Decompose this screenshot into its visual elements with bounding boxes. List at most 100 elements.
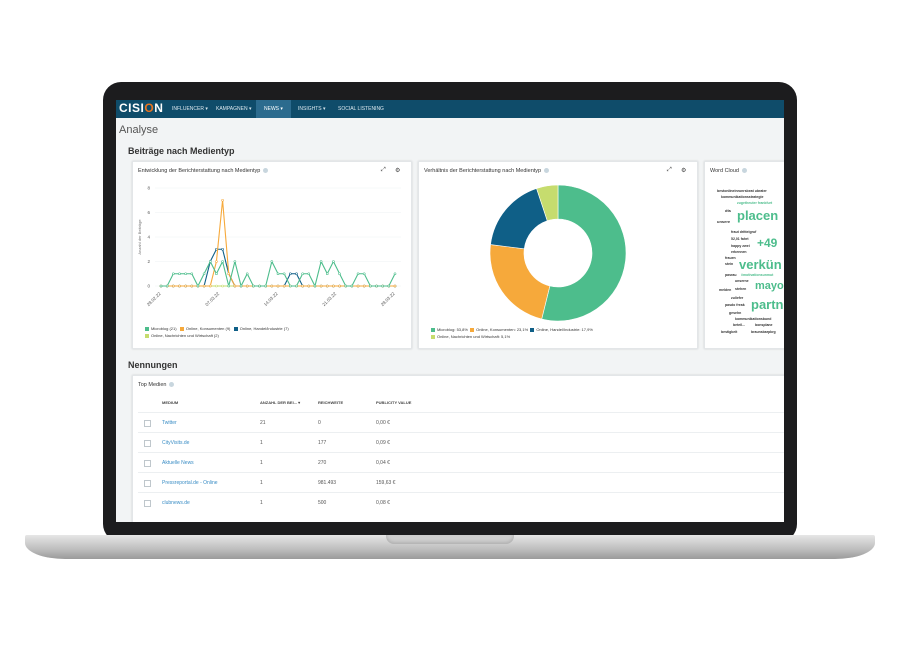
- donut-slice: [536, 184, 559, 222]
- medium-link[interactable]: Twitter: [162, 420, 177, 426]
- word-cloud-word[interactable]: fraut dritteigruf: [731, 230, 757, 234]
- data-point: [381, 284, 384, 288]
- table-row[interactable]: Pressreportal.de - Online 1 981.493 159,…: [138, 472, 784, 493]
- word-cloud-word[interactable]: beteil...: [733, 323, 746, 327]
- legend-item[interactable]: Microblog (21): [151, 326, 177, 331]
- settings-icon[interactable]: ⚙: [681, 168, 687, 174]
- info-icon[interactable]: [741, 168, 747, 174]
- data-point: [276, 284, 280, 288]
- column-header-count[interactable]: ANZAHL DER BEI... ▾: [260, 400, 300, 405]
- word-cloud-word[interactable]: bestonlineinrunrsbeat ubrater: [717, 189, 767, 193]
- nav-influencer[interactable]: INFLUENCER ▾: [172, 106, 208, 112]
- word-cloud-word[interactable]: kommunikationsbund: [735, 317, 772, 321]
- row-checkbox[interactable]: [144, 500, 151, 507]
- word-cloud-word[interactable]: unserne: [735, 279, 749, 283]
- data-point: [245, 284, 249, 288]
- word-cloud-word[interactable]: zugetheuter frankfurt: [737, 201, 773, 205]
- reach-cell: 981.493: [318, 480, 337, 486]
- word-cloud-word[interactable]: stehen: [735, 287, 747, 291]
- word-cloud-word[interactable]: verkün: [739, 257, 782, 272]
- medium-link[interactable]: Pressreportal.de - Online: [162, 480, 218, 486]
- table-row[interactable]: CityVisits.de 1 177 0,09 €: [138, 432, 784, 453]
- expand-icon[interactable]: ⤢: [381, 167, 386, 173]
- data-point: [165, 284, 169, 288]
- data-point: [295, 272, 298, 276]
- word-cloud-title-text: Word Cloud: [710, 168, 739, 174]
- value-cell: 0,04 €: [376, 460, 390, 466]
- table-row[interactable]: clubnews.de 1 500 0,08 €: [138, 492, 784, 513]
- legend-item[interactable]: Online, Konsumenten (9): [185, 326, 231, 331]
- line-legend: Microblog (21) Online, Konsumenten (9) O…: [145, 326, 289, 331]
- column-header-reach[interactable]: REICHWEITE: [318, 400, 344, 405]
- legend-item[interactable]: Microblog: 53,8%: [437, 327, 468, 332]
- medium-link[interactable]: CityVisits.de: [162, 440, 190, 446]
- data-point: [282, 272, 286, 276]
- word-cloud-word[interactable]: dts: [725, 208, 731, 213]
- info-icon[interactable]: [263, 168, 269, 174]
- word-cloud-word[interactable]: zuliefer: [731, 296, 744, 300]
- data-point: [178, 272, 181, 276]
- data-point: [270, 260, 274, 263]
- word-cloud-word[interactable]: +49: [757, 236, 778, 250]
- word-cloud-word[interactable]: gesehn: [729, 311, 742, 315]
- row-checkbox[interactable]: [144, 480, 151, 487]
- word-cloud-word[interactable]: erkennen: [731, 250, 747, 254]
- value-cell: 159,63 €: [376, 480, 396, 486]
- expand-icon[interactable]: ⤢: [667, 167, 672, 173]
- legend-item[interactable]: Online, Nachrichten und Wirtschaft (2): [151, 333, 219, 338]
- word-cloud-word[interactable]: pasrau: [725, 273, 737, 277]
- data-point: [325, 284, 329, 288]
- word-cloud-word[interactable]: #motivationsunmut: [741, 273, 774, 277]
- word-cloud-word[interactable]: happy zwei: [731, 244, 750, 248]
- data-point: [190, 272, 194, 276]
- word-cloud-word[interactable]: melden: [719, 288, 732, 292]
- nav-social-listening[interactable]: SOCIAL LISTENING: [338, 106, 384, 112]
- word-cloud-word[interactable]: placen: [737, 208, 779, 223]
- data-point: [338, 272, 341, 276]
- word-cloud-word[interactable]: kommunikationsstrategie: [721, 195, 764, 199]
- donut-slice: [490, 188, 548, 250]
- info-icon[interactable]: [544, 168, 550, 174]
- nav-kampagnen[interactable]: KAMPAGNEN ▾: [216, 106, 252, 112]
- nav-insights[interactable]: INSIGHTS ▾: [298, 106, 326, 112]
- word-cloud-word[interactable]: frauen: [725, 256, 736, 260]
- settings-icon[interactable]: ⚙: [395, 168, 401, 174]
- y-axis-label: Anzahl der Beiträge: [137, 219, 142, 255]
- medium-link[interactable]: clubnews.de: [162, 500, 190, 506]
- row-checkbox[interactable]: [144, 420, 151, 427]
- nav-news[interactable]: NEWS ▾: [256, 100, 291, 118]
- word-cloud-word[interactable]: bestigkeit: [721, 330, 738, 334]
- data-point: [332, 260, 335, 263]
- sort-icon[interactable]: ▾: [298, 400, 301, 405]
- table-row[interactable]: Aktuelle News 1 270 0,04 €: [138, 452, 784, 473]
- word-cloud-title: Word Cloud: [710, 168, 747, 174]
- data-point: [221, 260, 224, 263]
- word-cloud-word[interactable]: stein: [725, 262, 734, 266]
- word-cloud-word[interactable]: mayo: [755, 280, 784, 292]
- table-row[interactable]: Twitter 21 0 0,00 €: [138, 412, 784, 433]
- medium-link[interactable]: Aktuelle News: [162, 460, 194, 466]
- word-cloud-word[interactable]: partn: [751, 297, 784, 312]
- y-tick-label: 4: [147, 235, 150, 240]
- column-header-publicity-value[interactable]: PUBLICITY VALUE: [376, 400, 412, 405]
- row-checkbox[interactable]: [144, 460, 151, 467]
- data-point: [245, 272, 249, 276]
- legend-item[interactable]: Online, Handel/Industrie: 17,9%: [536, 327, 593, 332]
- data-point: [208, 284, 212, 288]
- legend-item[interactable]: Online, Handel/Industrie (7): [239, 326, 289, 331]
- column-header-medium[interactable]: MEDIUM: [162, 400, 179, 405]
- y-tick-label: 2: [147, 259, 150, 264]
- cision-logo[interactable]: CISION: [119, 101, 164, 115]
- word-cloud-word[interactable]: 52,01 fahrt: [731, 237, 749, 241]
- word-cloud-word[interactable]: unsere: [717, 219, 731, 224]
- data-point: [227, 284, 231, 288]
- legend-swatch: [179, 326, 184, 331]
- row-checkbox[interactable]: [144, 440, 151, 447]
- top-navigation: CISION INFLUENCER ▾ KAMPAGNEN ▾ NEWS ▾ I…: [116, 100, 784, 118]
- info-icon[interactable]: [169, 382, 175, 388]
- legend-item[interactable]: Online, Nachrichten und Wirtschaft: 5,1%: [437, 334, 511, 339]
- word-cloud-word[interactable]: braunsbarpkrg: [751, 330, 776, 334]
- word-cloud-word[interactable]: bonsplane: [755, 323, 773, 327]
- word-cloud-word[interactable]: pasdo freak: [725, 303, 745, 307]
- legend-item[interactable]: Online, Konsumenten: 23,1%: [476, 327, 529, 332]
